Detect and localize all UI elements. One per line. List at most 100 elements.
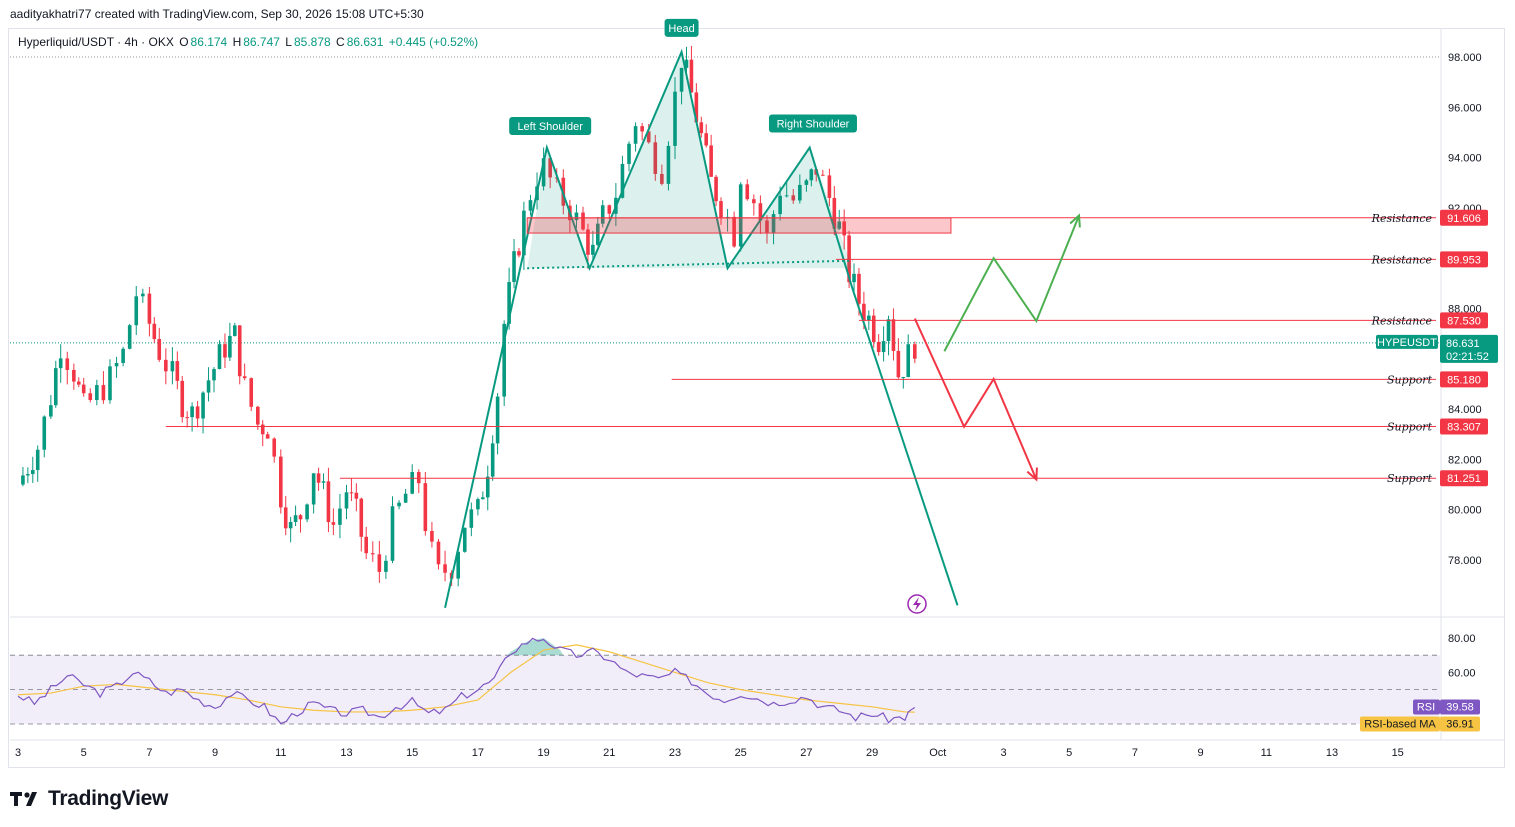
candle-body[interactable] — [857, 273, 861, 304]
candle-body[interactable] — [469, 509, 474, 528]
candle-body[interactable] — [233, 325, 237, 336]
candle-body[interactable] — [195, 406, 200, 419]
candle-body[interactable] — [709, 145, 713, 177]
candle-body[interactable] — [798, 184, 802, 201]
candle-body[interactable] — [283, 507, 288, 529]
candle-body[interactable] — [127, 325, 132, 349]
candle-body[interactable] — [443, 564, 447, 573]
candle-body[interactable] — [147, 293, 152, 324]
candle-body[interactable] — [660, 173, 664, 184]
candle-body[interactable] — [436, 541, 441, 565]
candle-body[interactable] — [837, 221, 842, 229]
candle-body[interactable] — [349, 492, 354, 494]
candle-body[interactable] — [913, 344, 917, 359]
candle-body[interactable] — [476, 499, 480, 510]
candle-body[interactable] — [673, 91, 677, 146]
candle-body[interactable] — [901, 377, 906, 379]
candle-body[interactable] — [81, 384, 86, 394]
candle-body[interactable] — [288, 522, 293, 529]
rsi-ma-line[interactable] — [17, 644, 915, 713]
candle-body[interactable] — [653, 142, 658, 174]
candle-body[interactable] — [684, 59, 689, 68]
candle-body[interactable] — [152, 323, 157, 340]
candle-body[interactable] — [370, 553, 375, 555]
bullish-scenario-arrow[interactable] — [943, 215, 1080, 352]
candle-body[interactable] — [217, 344, 222, 370]
candle-body[interactable] — [752, 199, 756, 204]
candle-body[interactable] — [758, 203, 763, 221]
candle-body[interactable] — [689, 59, 694, 93]
symbol-legend[interactable]: Hyperliquid/USDT · 4h · OKX O 86.174 H 86.… — [18, 35, 480, 49]
resistance-zone[interactable] — [526, 217, 952, 234]
candle-body[interactable] — [21, 475, 25, 485]
candle-body[interactable] — [223, 344, 227, 358]
candle-body[interactable] — [397, 502, 401, 507]
candle-body[interactable] — [738, 184, 743, 247]
candle-body[interactable] — [53, 368, 58, 406]
candle-body[interactable] — [279, 456, 283, 508]
candle-body[interactable] — [809, 169, 814, 181]
candle-body[interactable] — [331, 522, 336, 525]
candle-body[interactable] — [416, 472, 421, 484]
candle-body[interactable] — [495, 396, 500, 444]
candle-body[interactable] — [164, 359, 168, 372]
rsi-line[interactable] — [17, 637, 916, 725]
candle-body[interactable] — [620, 163, 625, 198]
candle-body[interactable] — [886, 319, 891, 342]
candle-body[interactable] — [591, 244, 595, 255]
candle-body[interactable] — [390, 506, 395, 561]
candle-body[interactable] — [694, 92, 699, 123]
candle-body[interactable] — [364, 536, 369, 554]
candle-body[interactable] — [326, 481, 331, 523]
candle-body[interactable] — [260, 424, 265, 435]
candle-body[interactable] — [265, 434, 270, 439]
candle-body[interactable] — [42, 416, 47, 450]
candle-body[interactable] — [175, 361, 180, 381]
candle-body[interactable] — [58, 358, 63, 369]
candle-body[interactable] — [88, 393, 93, 401]
candle-body[interactable] — [49, 405, 53, 417]
bearish-scenario-arrow[interactable] — [913, 318, 1038, 480]
candle-body[interactable] — [377, 554, 382, 572]
candle-body[interactable] — [640, 126, 644, 132]
candle-body[interactable] — [237, 325, 242, 377]
candle-body[interactable] — [862, 303, 866, 321]
candle-body[interactable] — [528, 200, 533, 211]
candle-body[interactable] — [507, 282, 511, 324]
candle-body[interactable] — [541, 158, 546, 187]
candle-body[interactable] — [206, 380, 211, 393]
candle-body[interactable] — [765, 220, 769, 233]
candle-body[interactable] — [321, 481, 326, 483]
candle-body[interactable] — [311, 473, 316, 505]
candle-body[interactable] — [581, 212, 585, 230]
candle-body[interactable] — [871, 315, 876, 342]
candle-body[interactable] — [76, 381, 81, 385]
candle-body[interactable] — [627, 143, 631, 164]
candle-body[interactable] — [114, 362, 119, 367]
candle-body[interactable] — [847, 235, 851, 283]
candle-body[interactable] — [481, 497, 485, 500]
candle-body[interactable] — [704, 133, 709, 146]
candle-body[interactable] — [784, 195, 789, 197]
candle-body[interactable] — [298, 515, 303, 520]
candle-body[interactable] — [896, 350, 901, 378]
candle-body[interactable] — [891, 319, 896, 351]
candle-body[interactable] — [316, 473, 321, 483]
candle-body[interactable] — [423, 483, 428, 532]
candle-body[interactable] — [228, 335, 232, 358]
candle-body[interactable] — [485, 476, 490, 498]
candle-body[interactable] — [344, 492, 349, 509]
neckline[interactable] — [527, 259, 853, 270]
symbol-name[interactable]: Hyperliquid/USDT · 4h · OKX — [18, 35, 174, 49]
candle-body[interactable] — [141, 293, 145, 297]
candle-body[interactable] — [35, 449, 40, 471]
candle-body[interactable] — [732, 216, 736, 247]
candle-body[interactable] — [522, 210, 526, 256]
candle-body[interactable] — [354, 492, 359, 499]
candle-body[interactable] — [180, 380, 185, 418]
candle-body[interactable] — [876, 341, 881, 353]
candle-body[interactable] — [157, 339, 162, 360]
candle-body[interactable] — [242, 376, 247, 379]
candle-body[interactable] — [666, 145, 671, 184]
